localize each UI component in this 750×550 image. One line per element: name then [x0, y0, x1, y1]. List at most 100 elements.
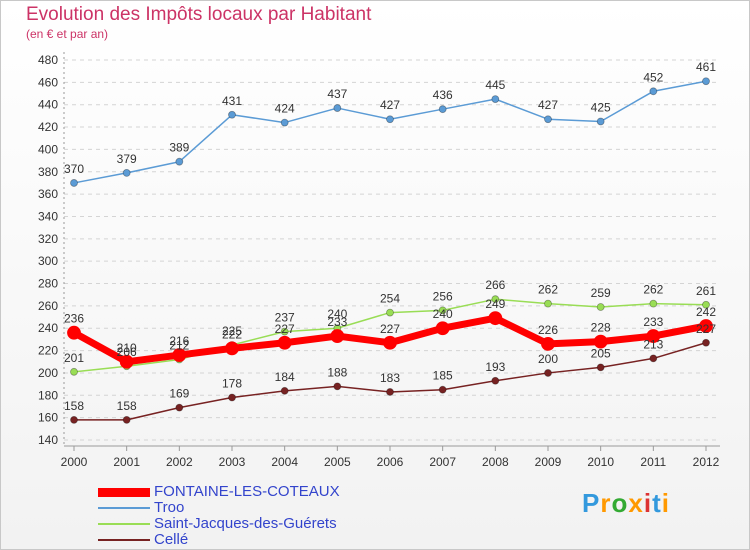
value-label: 445	[485, 78, 505, 92]
y-tick-label: 320	[38, 232, 58, 246]
value-label: 216	[169, 334, 189, 348]
value-label: 222	[222, 327, 242, 341]
data-point	[122, 168, 131, 177]
legend-label: Cellé	[154, 531, 189, 548]
x-tick-label: 2006	[377, 455, 404, 469]
x-tick-label: 2004	[271, 455, 298, 469]
value-label: 227	[380, 322, 400, 336]
data-point	[277, 335, 292, 350]
value-label: 427	[538, 98, 558, 112]
data-point	[702, 77, 710, 86]
data-point	[386, 388, 394, 396]
value-label: 158	[64, 399, 84, 413]
data-point	[386, 308, 394, 317]
data-point	[544, 115, 552, 124]
data-point	[225, 341, 239, 356]
data-point	[649, 354, 658, 363]
value-label: 226	[538, 323, 558, 337]
data-point	[70, 415, 78, 424]
y-axis-ticks: 140 160 180 200 220 240 260 280 300 320 340 360 380 4…	[38, 53, 58, 447]
data-point	[435, 321, 450, 336]
value-label: 227	[275, 322, 295, 336]
value-label: 427	[380, 98, 400, 112]
y-tick-label: 220	[38, 344, 58, 358]
data-point	[438, 105, 447, 114]
x-tick-label: 2012	[693, 455, 720, 469]
x-tick-label: 2003	[219, 455, 246, 469]
data-point	[70, 367, 78, 376]
x-tick-label: 2011	[640, 455, 666, 469]
y-tick-label: 260	[38, 299, 58, 313]
value-label: 436	[433, 88, 453, 102]
logo-letter: t	[652, 488, 662, 518]
data-point	[175, 157, 184, 166]
value-label: 425	[591, 100, 611, 114]
data-point	[122, 415, 131, 424]
value-label: 188	[327, 365, 347, 379]
y-tick-label: 360	[38, 187, 58, 201]
data-point	[386, 115, 394, 124]
value-label: 452	[643, 70, 663, 84]
data-point	[702, 338, 710, 347]
value-label: 225	[222, 324, 242, 338]
data-point	[280, 386, 289, 395]
y-tick-label: 480	[38, 53, 58, 67]
value-label: 262	[643, 283, 663, 297]
proxiti-logo: Proxiti	[582, 488, 670, 519]
data-point	[488, 311, 503, 326]
x-tick-label: 2002	[166, 455, 193, 469]
value-label: 227	[696, 322, 716, 336]
value-label: 254	[380, 292, 400, 306]
y-tick-label: 240	[38, 321, 58, 335]
data-point	[596, 363, 605, 372]
legend-label: Saint-Jacques-des-Guérets	[154, 515, 337, 532]
value-label: 240	[433, 307, 453, 321]
value-label: 261	[696, 284, 716, 298]
data-point	[544, 369, 552, 377]
value-label: 259	[591, 286, 611, 300]
x-tick-label: 2001	[113, 455, 140, 469]
value-label: 256	[433, 289, 453, 303]
value-label: 431	[222, 94, 242, 108]
logo-letter: P	[582, 488, 601, 518]
value-label: 205	[591, 346, 611, 360]
legend-swatch	[98, 487, 150, 497]
data-point	[544, 299, 552, 308]
value-label: 169	[169, 387, 189, 401]
value-label: 184	[275, 370, 295, 384]
value-label: 193	[485, 360, 505, 374]
value-label: 266	[485, 278, 505, 292]
data-point	[438, 385, 447, 394]
data-point	[383, 335, 397, 350]
value-label: 240	[327, 307, 347, 321]
data-point	[649, 299, 658, 308]
data-point	[491, 295, 500, 304]
value-label: 237	[275, 311, 295, 325]
y-tick-label: 160	[38, 411, 58, 425]
value-label: 201	[64, 351, 84, 365]
value-label: 178	[222, 377, 242, 391]
data-point	[596, 117, 605, 126]
value-label: 262	[538, 283, 558, 297]
legend-swatch	[98, 507, 150, 509]
logo-letter: r	[600, 488, 612, 518]
value-label: 370	[64, 162, 84, 176]
value-label: 212	[169, 339, 189, 353]
value-label: 437	[327, 87, 347, 101]
y-tick-label: 400	[38, 142, 58, 156]
data-point	[649, 87, 658, 96]
logo-letter: i	[643, 488, 653, 518]
value-label: 249	[485, 297, 505, 311]
data-point	[593, 334, 608, 349]
data-point	[491, 95, 500, 104]
data-point	[119, 354, 134, 369]
value-label: 213	[643, 337, 663, 351]
value-label: 233	[327, 315, 347, 329]
x-tick-label: 2010	[587, 455, 614, 469]
data-point	[333, 104, 342, 112]
data-point	[699, 319, 713, 333]
chart-title: Evolution des Impôts locaux par Habitant	[26, 4, 372, 25]
series-lines	[67, 77, 713, 424]
value-label: 461	[696, 60, 716, 74]
value-label: 379	[117, 152, 137, 166]
